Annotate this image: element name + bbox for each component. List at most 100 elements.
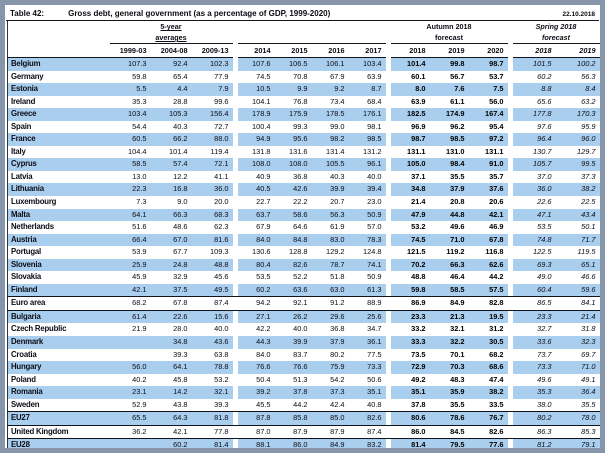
value-cell: 21.4: [411, 197, 426, 207]
table-row: Lithuania 22.3 16.8 36.0 40.5 42.6 39.9 39.4 34.…: [7, 183, 600, 197]
group-separator: [385, 208, 391, 222]
country-cell: United Kingdom: [7, 424, 110, 439]
group-separator: [232, 70, 238, 84]
value-cell: 83.7: [293, 349, 308, 359]
value-cell: 78.8: [191, 361, 233, 374]
value-cell: 21.4: [555, 309, 600, 324]
value-cell: 98.2: [311, 133, 349, 146]
value-cell: 91.0: [468, 158, 508, 171]
value-cell: 21.3: [429, 309, 469, 324]
value-cell: 94.9: [237, 133, 275, 146]
group-separator: [385, 246, 391, 259]
value-cell: 84.9: [311, 438, 349, 448]
value-cell: 53.7: [489, 71, 504, 81]
value-cell: 67.9: [330, 71, 345, 81]
value-cell: 50.9: [367, 272, 382, 282]
country-cell: Germany: [11, 71, 44, 81]
group-separator: [385, 170, 391, 184]
value-cell: 48.6: [173, 222, 188, 232]
value-cell: 50.4: [256, 374, 271, 384]
value-cell: 61.3: [348, 283, 386, 297]
value-cell: [109, 336, 151, 349]
table-row: Cyprus 58.5 57.4 72.1 108.0 108.0 105.5 96.1 105…: [7, 158, 600, 171]
value-cell: 36.8: [330, 324, 345, 334]
year-header: 2019: [555, 43, 600, 58]
value-cell: 121.5: [407, 247, 426, 257]
group-separator: [232, 221, 238, 234]
value-cell: 108.0: [237, 158, 275, 171]
value-cell: 35.5: [450, 171, 465, 181]
gross-debt-table: 5-year Autumn 2018 Spring 2018 averages …: [7, 21, 600, 448]
value-cell: 30.5: [468, 336, 508, 349]
value-cell: 24.8: [150, 258, 192, 272]
table-row: Hungary 56.0 64.1 78.8 76.6 76.6 75.9 73.3 72.9 7…: [7, 361, 600, 374]
value-cell: 131.4: [326, 146, 345, 156]
value-cell: 99.5: [555, 158, 600, 171]
autumn-forecast-label-2: forecast: [390, 32, 508, 44]
value-cell: 99.3: [293, 121, 308, 131]
value-cell: [110, 349, 151, 362]
table-number-label: Table 42:: [10, 9, 45, 18]
year-header: 2004-08: [150, 43, 192, 58]
group-separator: [385, 221, 391, 234]
value-cell: 50.6: [367, 374, 382, 384]
country-cell: Denmark: [7, 336, 110, 349]
value-cell: 76.8: [293, 96, 308, 106]
year-header: 2009-13: [191, 43, 233, 58]
value-cell: 74.8: [512, 233, 556, 247]
value-cell: 175.9: [274, 108, 312, 121]
value-cell: 84.9: [429, 296, 469, 311]
value-cell: 62.3: [214, 222, 229, 232]
group-separator: [507, 424, 513, 439]
country-cell: Czech Republic: [11, 324, 67, 334]
group-separator: [507, 438, 513, 448]
table-row: Estonia 5.5 4.4 7.9 10.5 9.9 9.2 8.7 8.0 7.6 7.5 8.…: [7, 83, 600, 96]
value-cell: 43.4: [555, 208, 600, 222]
value-cell: 32.1: [191, 386, 233, 399]
value-cell: 40.0: [214, 324, 229, 334]
year-header: 1999-03: [109, 43, 151, 58]
group-separator: [385, 158, 391, 171]
value-cell: 87.8: [237, 411, 275, 426]
table-row: United Kingdom 36.2 42.1 77.8 87.0 87.9 87.9 87…: [7, 424, 600, 439]
group-separator: [385, 233, 391, 247]
group-separator: [385, 57, 391, 71]
value-cell: 70.8: [293, 71, 308, 81]
value-cell: 131.1: [485, 146, 504, 156]
group-separator: [385, 438, 391, 448]
value-cell: 7.5: [468, 83, 508, 96]
value-cell: 85.0: [311, 411, 349, 426]
country-cell: Romania: [7, 386, 110, 399]
value-cell: 87.9: [274, 424, 312, 439]
value-cell: 178.9: [237, 108, 275, 121]
group-separator: [232, 133, 238, 146]
value-cell: 42.4: [330, 399, 345, 409]
value-cell: 51.6: [132, 222, 147, 232]
value-cell: 64.1: [109, 208, 151, 222]
value-cell: 57.4: [150, 158, 192, 171]
country-cell: Finland: [7, 283, 110, 297]
value-cell: 35.3: [512, 386, 556, 399]
year-header: 2018: [390, 43, 430, 58]
value-cell: 22.6: [150, 309, 192, 324]
group-separator: [385, 196, 391, 209]
value-cell: 37.1: [411, 171, 426, 181]
value-cell: 119.2: [446, 247, 465, 257]
value-cell: 77.5: [367, 349, 382, 359]
value-cell: 46.6: [581, 272, 596, 282]
table-row: Slovakia 45.9 32.9 45.6 53.5 52.2 51.8 50.9 48.8…: [8, 271, 600, 284]
group-separator: [507, 336, 513, 349]
value-cell: 20.6: [489, 197, 504, 207]
value-cell: 68.4: [367, 96, 382, 106]
value-cell: 23.3: [390, 309, 430, 324]
value-cell: 86.0: [274, 438, 312, 448]
value-cell: 174.9: [429, 108, 469, 121]
group-separator: [232, 438, 238, 448]
group-separator: [232, 108, 238, 121]
value-cell: 131.6: [289, 146, 308, 156]
group-separator: [507, 258, 513, 272]
group-separator: [507, 208, 513, 222]
value-cell: 119.5: [577, 247, 596, 257]
value-cell: 14.2: [150, 386, 192, 399]
